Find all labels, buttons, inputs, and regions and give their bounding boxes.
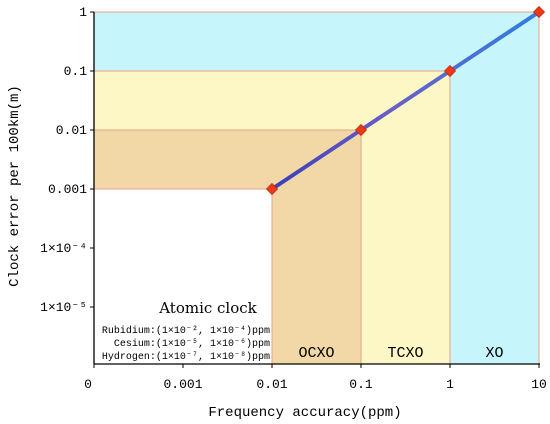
data-point — [354, 123, 368, 137]
x-tick-label: 0.01 — [256, 377, 287, 392]
y-tick-label: 0.1 — [64, 64, 88, 79]
x-tick-label: 1 — [446, 377, 454, 392]
x-axis-label: Frequency accuracy(ppm) — [208, 405, 401, 421]
y-tick-label: 1 — [79, 5, 87, 20]
data-point — [265, 182, 279, 196]
x-tick-label: 10 — [531, 377, 547, 392]
x-tick-label: 0.1 — [349, 377, 373, 392]
region-label-xo: XO — [485, 345, 503, 362]
series-polyline — [270, 10, 541, 191]
x-tick-label: 0 — [84, 377, 92, 392]
atomic-clock-cesium: Cesium:(1×10⁻⁵, 1×10⁻⁶)ppm — [114, 338, 270, 350]
data-point — [532, 5, 546, 19]
tick-labels: 0 0.001 0.01 0.1 1 10 1 0.1 0.01 0.001 1×10⁻⁴ 1×10⁻… — [40, 5, 547, 392]
atomic-clock-title: Atomic clock — [158, 299, 257, 317]
region-label-ocxo: OCXO — [298, 345, 334, 362]
y-tick-label: 1×10⁻⁴ — [40, 241, 87, 256]
data-point — [443, 64, 457, 78]
blank-area — [94, 189, 272, 364]
y-tick-label: 0.01 — [56, 123, 87, 138]
series-line — [270, 10, 541, 191]
data-markers — [265, 5, 546, 196]
x-tick-label: 0.001 — [163, 377, 202, 392]
y-tick-label: 1×10⁻⁵ — [40, 300, 87, 315]
atomic-clock-rubidium: Rubidium:(1×10⁻², 1×10⁻⁴)ppm — [102, 325, 270, 337]
y-tick-label: 0.001 — [48, 182, 87, 197]
shaded-regions — [94, 11, 540, 364]
region-label-tcxo: TCXO — [387, 345, 423, 362]
y-axis-label: Clock error per 100km(m) — [7, 85, 23, 287]
atomic-clock-hydrogen: Hydrogen:(1×10⁻⁷, 1×10⁻⁸)ppm — [102, 351, 270, 363]
